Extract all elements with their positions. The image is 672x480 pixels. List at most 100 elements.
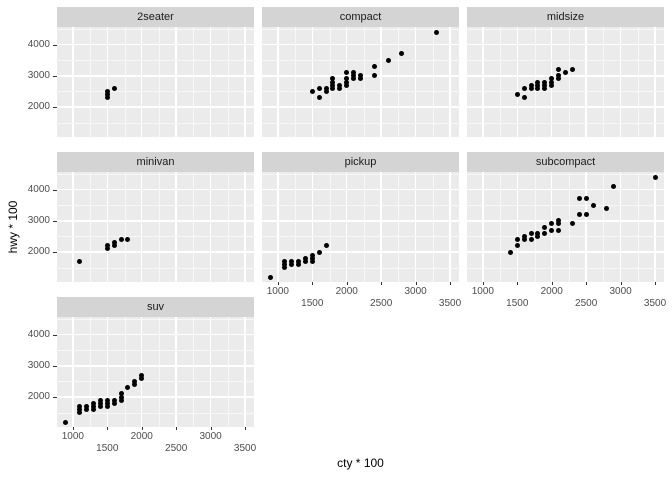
x-tick-label: 2500 xyxy=(370,298,393,309)
gridline-y-major xyxy=(467,75,664,77)
data-point xyxy=(351,76,357,82)
gridline-x-major xyxy=(106,172,109,282)
facet-panel-compact xyxy=(262,27,459,137)
gridline-x-minor xyxy=(603,27,605,137)
data-point xyxy=(583,196,589,202)
gridline-x-major xyxy=(619,27,622,137)
data-point xyxy=(77,407,83,412)
data-point xyxy=(337,85,343,91)
gridline-y-minor xyxy=(262,173,459,175)
data-point xyxy=(91,400,96,406)
gridline-x-minor xyxy=(90,172,92,282)
gridline-y-major xyxy=(57,106,254,108)
x-tick-mark xyxy=(450,282,452,285)
y-tick-mark xyxy=(53,365,57,367)
data-point xyxy=(371,63,377,69)
data-point xyxy=(521,233,527,239)
x-tick-label: 1000 xyxy=(266,286,289,297)
gridline-y-major xyxy=(467,188,664,191)
data-point xyxy=(556,76,562,82)
data-point xyxy=(556,218,562,224)
data-point xyxy=(132,378,138,384)
gridline-x-major xyxy=(72,317,74,427)
y-tick-mark xyxy=(53,220,57,222)
data-point xyxy=(514,243,520,249)
data-point xyxy=(91,407,96,412)
gridline-x-minor xyxy=(637,27,639,137)
data-point xyxy=(111,85,117,91)
y-tick-mark xyxy=(53,75,57,77)
data-point xyxy=(77,410,83,416)
facet-strip-subcompact: subcompact xyxy=(467,152,664,172)
data-point xyxy=(84,403,90,409)
x-tick-mark xyxy=(586,282,588,285)
gridline-y-major xyxy=(57,43,254,46)
gridline-x-major xyxy=(516,172,519,282)
gridline-x-major xyxy=(244,172,246,282)
data-point xyxy=(385,57,391,63)
gridline-y-major xyxy=(467,251,664,253)
data-point xyxy=(351,70,357,76)
data-point xyxy=(590,202,596,208)
data-point xyxy=(330,85,336,91)
x-tick-mark xyxy=(210,427,212,430)
gridline-x-minor xyxy=(158,317,160,427)
gridline-y-minor xyxy=(57,412,254,414)
data-point xyxy=(358,76,363,82)
facet-panel-2seater xyxy=(57,27,254,137)
data-point xyxy=(330,82,336,88)
gridline-x-minor xyxy=(534,27,536,137)
x-tick-mark xyxy=(176,427,178,430)
data-point xyxy=(282,265,288,271)
facet-strip-pickup: pickup xyxy=(262,152,459,172)
data-point xyxy=(104,246,110,252)
data-point xyxy=(344,79,350,85)
data-point xyxy=(309,258,315,264)
data-point xyxy=(296,258,301,264)
data-point xyxy=(111,400,117,406)
data-point xyxy=(549,82,555,88)
y-tick-label: 3000 xyxy=(27,214,50,226)
gridline-x-major xyxy=(619,172,622,282)
gridline-x-major xyxy=(209,27,212,137)
data-point xyxy=(104,88,110,94)
x-tick-label: 2000 xyxy=(335,286,358,297)
gridline-x-minor xyxy=(158,27,160,137)
y-tick-label: 3000 xyxy=(27,69,50,81)
gridline-y-minor xyxy=(262,205,459,207)
gridline-x-major xyxy=(72,172,74,282)
data-point xyxy=(535,233,541,239)
x-tick-label: 3500 xyxy=(438,298,462,309)
data-point xyxy=(104,400,110,406)
data-point xyxy=(323,88,329,94)
data-point xyxy=(358,73,363,79)
data-point xyxy=(521,85,527,91)
data-point xyxy=(371,73,377,79)
data-point xyxy=(521,237,527,242)
gridline-x-major xyxy=(209,172,212,282)
gridline-x-minor xyxy=(363,172,365,282)
gridline-y-minor xyxy=(467,236,664,238)
x-tick-label: 3500 xyxy=(643,298,667,309)
x-tick-label: 3000 xyxy=(609,286,632,297)
data-point xyxy=(323,85,329,91)
x-tick-label: 3000 xyxy=(199,431,222,442)
x-tick-label: 3500 xyxy=(233,443,257,454)
data-point xyxy=(118,391,124,397)
x-tick-mark xyxy=(312,282,314,285)
data-point xyxy=(289,258,295,264)
data-point xyxy=(542,82,548,88)
gridline-x-major xyxy=(311,172,314,282)
gridline-y-major xyxy=(57,365,254,367)
x-axis-title: cty * 100 xyxy=(337,456,384,470)
gridline-x-minor xyxy=(90,27,92,137)
y-tick-label: 2000 xyxy=(27,246,50,257)
data-point xyxy=(542,85,548,91)
facet-strip-2seater: 2seater xyxy=(57,7,254,27)
gridline-x-major xyxy=(106,317,109,427)
data-point xyxy=(604,205,610,211)
gridline-x-minor xyxy=(90,317,92,427)
data-point xyxy=(268,274,274,280)
data-point xyxy=(569,221,575,227)
